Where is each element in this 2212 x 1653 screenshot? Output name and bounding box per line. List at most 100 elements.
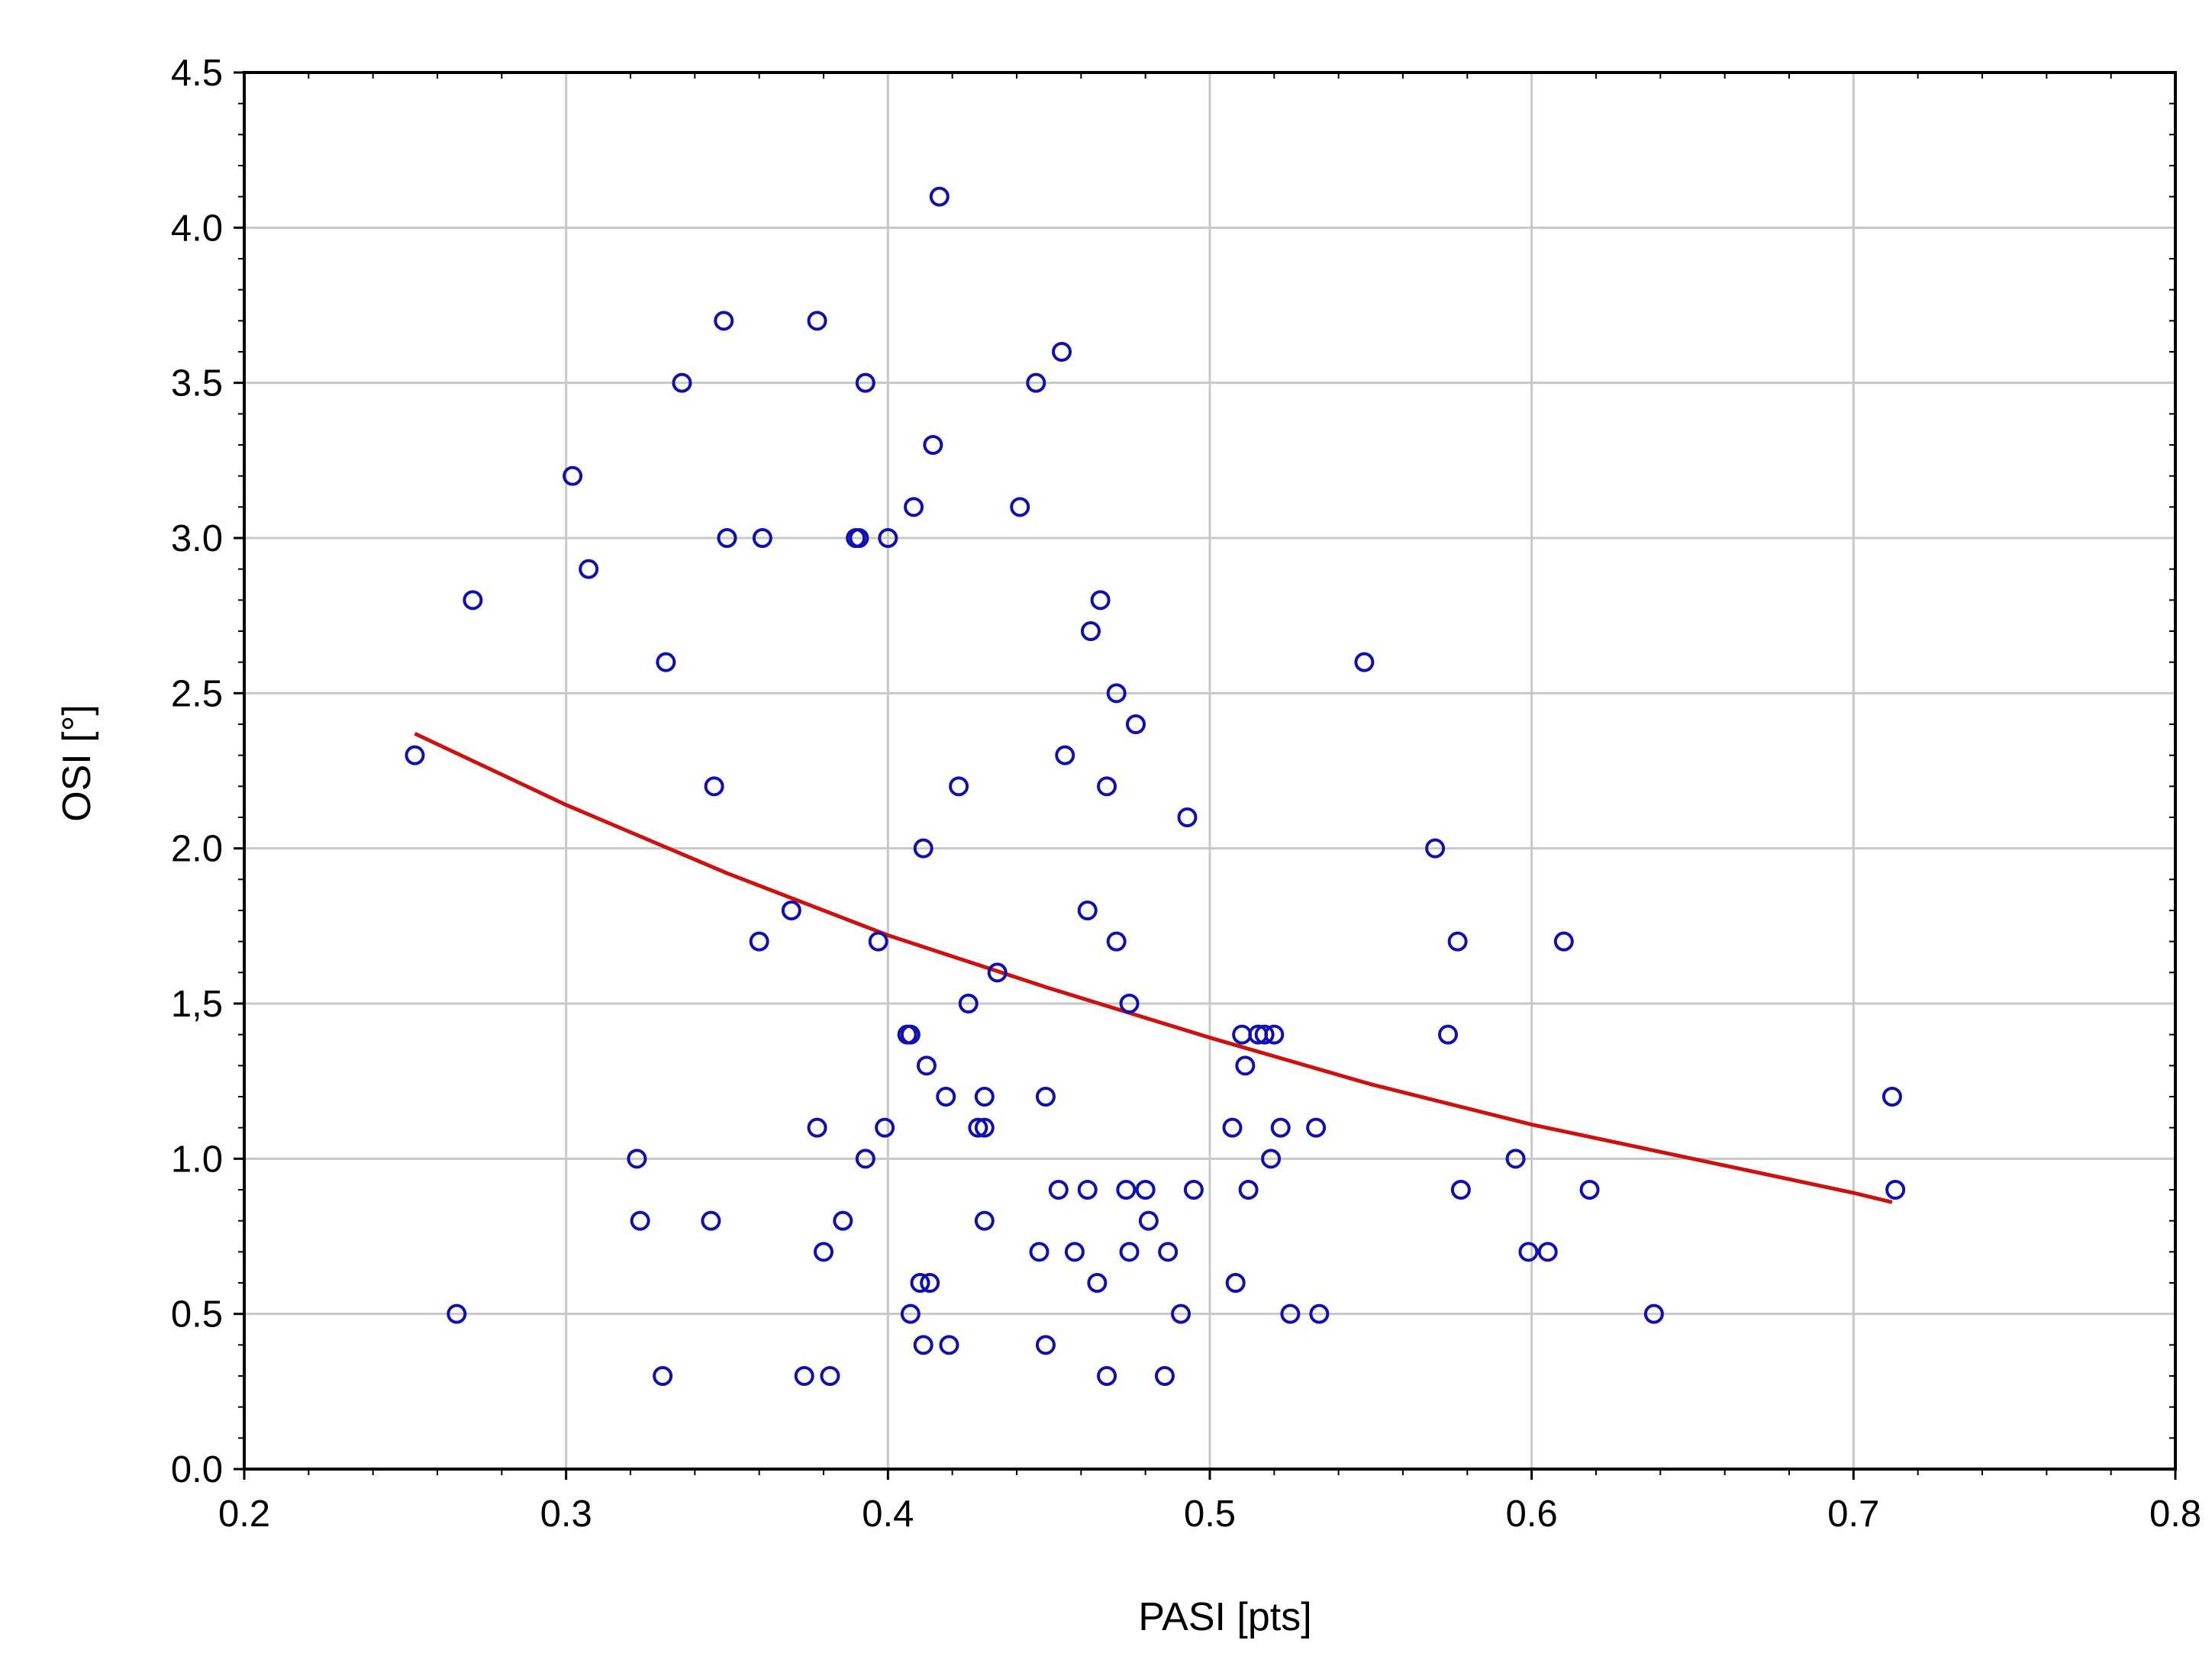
x-tick-label: 0.7	[1827, 1494, 1879, 1535]
y-tick-label: 1,5	[171, 984, 223, 1025]
data-point	[913, 1335, 933, 1355]
data-point	[1235, 1055, 1256, 1076]
data-point	[1158, 1242, 1179, 1262]
data-point	[749, 931, 769, 952]
data-point	[913, 838, 933, 859]
data-point	[958, 994, 979, 1013]
data-point	[936, 1087, 956, 1107]
data-point	[833, 1210, 853, 1231]
data-point	[1106, 683, 1127, 704]
data-point	[1222, 1117, 1243, 1138]
data-point	[1306, 1117, 1327, 1138]
data-point	[1052, 342, 1072, 362]
data-point	[1138, 1210, 1159, 1231]
data-point	[900, 1303, 921, 1324]
data-point	[1035, 1335, 1056, 1355]
x-tick-label: 0.3	[540, 1494, 592, 1535]
data-point	[1537, 1242, 1558, 1262]
data-point	[1225, 1273, 1246, 1293]
y-tick-label: 3.5	[171, 363, 223, 404]
data-point	[1035, 1087, 1056, 1107]
data-point	[1077, 901, 1098, 920]
data-point	[704, 776, 724, 797]
data-point	[1425, 838, 1446, 859]
x-tick-label: 0.2	[218, 1494, 270, 1535]
data-point	[1171, 1303, 1191, 1324]
data-point	[630, 1210, 650, 1231]
data-point	[1097, 1366, 1117, 1386]
data-point	[974, 1117, 995, 1138]
data-point	[701, 1210, 721, 1231]
data-point	[968, 1117, 988, 1138]
data-point	[900, 1024, 921, 1045]
data-point	[855, 1149, 875, 1169]
data-point	[1177, 807, 1198, 827]
data-point	[1447, 931, 1468, 952]
data-point	[672, 372, 692, 393]
data-point	[1135, 1180, 1156, 1200]
data-point	[820, 1366, 840, 1386]
x-tick-label: 0.8	[2149, 1494, 2201, 1535]
data-point	[794, 1366, 814, 1386]
data-point	[939, 1335, 959, 1355]
data-point	[868, 931, 888, 952]
data-point	[807, 1117, 827, 1138]
x-tick-label: 0.6	[1506, 1494, 1558, 1535]
data-point	[1090, 590, 1111, 611]
data-point	[447, 1303, 467, 1324]
grid-lines	[244, 72, 2175, 1469]
data-point	[656, 652, 676, 672]
data-point	[1064, 1242, 1085, 1262]
data-point	[1885, 1180, 1906, 1200]
data-point	[1077, 1180, 1098, 1200]
y-tick-label: 2.5	[171, 673, 223, 714]
y-tick-label: 1.0	[171, 1139, 223, 1180]
data-point	[463, 590, 483, 611]
data-point	[849, 528, 869, 548]
data-point	[807, 311, 827, 331]
data-point	[1881, 1087, 1902, 1107]
y-axis-tick-labels: 0.0 0.5 1.0 1,5 2.0 2.5 3.0 3.5 4.0 4.5	[171, 53, 223, 1490]
data-point	[1080, 621, 1101, 641]
data-point	[752, 528, 772, 548]
data-point	[1579, 1180, 1600, 1200]
data-point	[405, 745, 425, 765]
y-tick-label: 0.0	[171, 1449, 223, 1490]
data-point	[814, 1242, 834, 1262]
data-point	[1643, 1303, 1664, 1324]
data-point	[1309, 1303, 1330, 1324]
data-point	[949, 776, 969, 797]
data-point	[1518, 1242, 1539, 1262]
data-point	[1553, 931, 1574, 952]
x-tick-label: 0.4	[862, 1494, 914, 1535]
data-point	[1126, 714, 1146, 734]
data-point	[974, 1210, 995, 1231]
data-point	[1029, 1242, 1050, 1262]
data-point	[1048, 1180, 1069, 1200]
data-point	[714, 311, 734, 331]
data-point	[1097, 776, 1117, 797]
data-point	[1116, 1180, 1137, 1200]
data-point	[1154, 1366, 1175, 1386]
data-point	[1010, 497, 1030, 517]
data-point	[1183, 1180, 1204, 1200]
data-point	[920, 1273, 940, 1293]
data-point	[1261, 1149, 1282, 1169]
data-points	[405, 186, 1906, 1386]
data-point	[929, 186, 950, 207]
data-point	[904, 497, 924, 517]
x-axis-tick-labels: 0.2 0.3 0.4 0.5 0.6 0.7 0.8	[218, 1494, 2201, 1535]
y-axis-label: OSI [°]	[55, 704, 99, 822]
data-point	[717, 528, 737, 548]
y-tick-label: 4.5	[171, 53, 223, 94]
data-point	[875, 1117, 895, 1138]
data-point	[1238, 1180, 1259, 1200]
data-point	[653, 1366, 673, 1386]
data-point	[563, 466, 583, 486]
data-point	[1119, 1242, 1140, 1262]
data-point	[910, 1273, 930, 1293]
data-point	[1438, 1024, 1459, 1045]
data-point	[916, 1055, 937, 1076]
x-axis-label: PASI [pts]	[1138, 1595, 1311, 1639]
